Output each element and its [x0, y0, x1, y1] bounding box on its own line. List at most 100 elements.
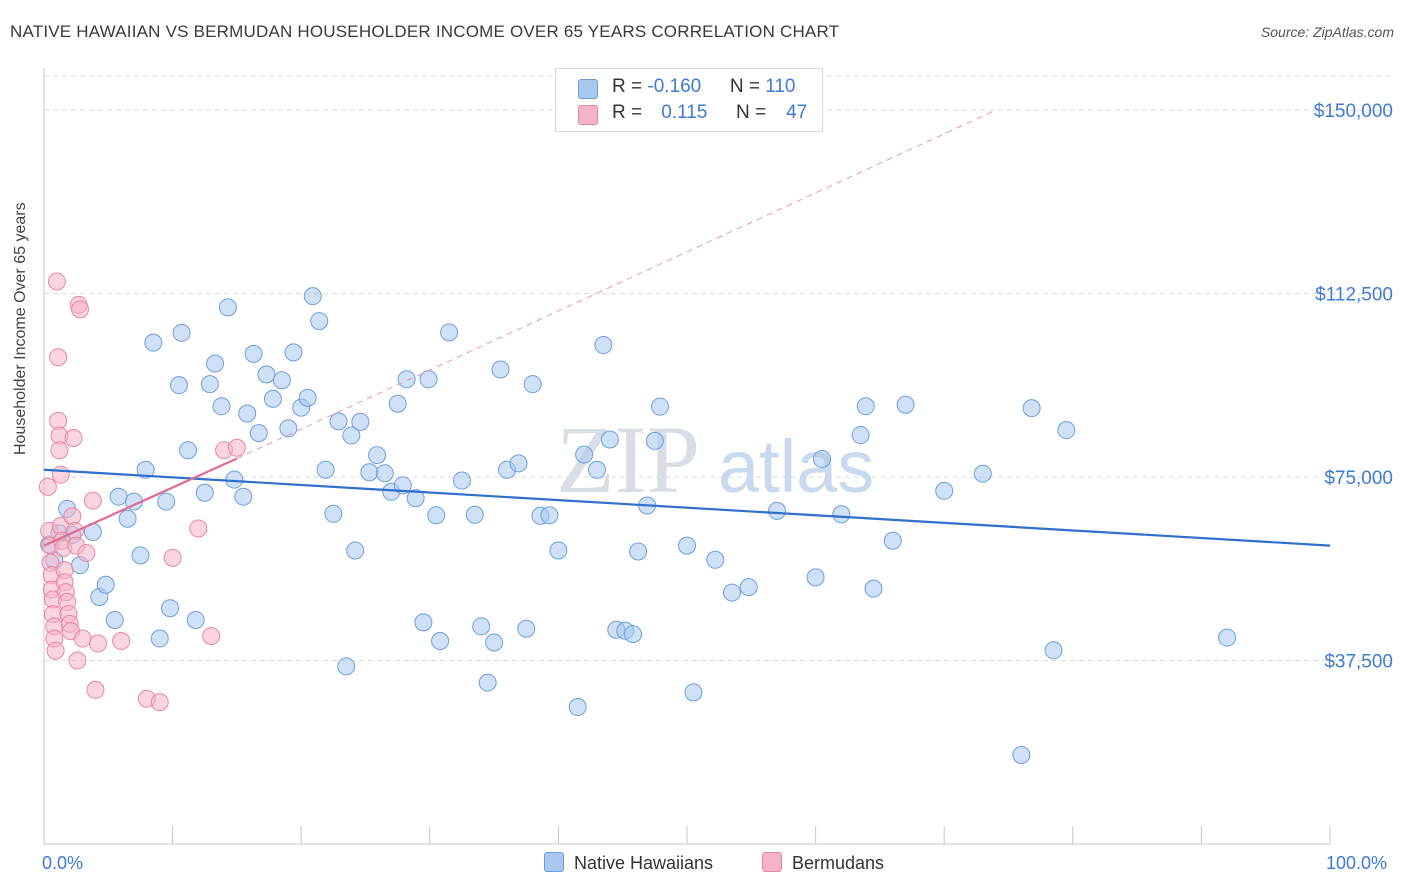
bottom-legend-native-hawaiians: Native Hawaiians [544, 852, 713, 874]
point-bermudans [63, 507, 82, 526]
point-native-hawaiians [1218, 628, 1237, 647]
point-native-hawaiians [623, 625, 642, 644]
point-native-hawaiians [303, 287, 322, 306]
point-native-hawaiians [150, 629, 169, 648]
x-tick-label-100: 100.0% [1326, 853, 1388, 873]
n-label: N = [735, 102, 772, 123]
point-native-hawaiians [157, 492, 176, 511]
correlation-legend: R = -0.160 N = 110 R = 0.115 N = 47 [555, 68, 823, 132]
point-native-hawaiians [645, 431, 664, 450]
y-tick-label: $150,000 [1314, 101, 1393, 122]
point-native-hawaiians [298, 388, 317, 407]
point-native-hawaiians [629, 542, 648, 561]
point-bermudans [77, 543, 96, 562]
y-tick-label: $75,000 [1324, 468, 1393, 489]
source-credit: Source: ZipAtlas.com [1260, 24, 1394, 40]
n-value: 47 [786, 102, 808, 123]
point-native-hawaiians [509, 454, 528, 473]
bottom-legend-bermudans: Bermudans [762, 852, 884, 874]
point-native-hawaiians [195, 483, 214, 502]
point-native-hawaiians [249, 424, 268, 443]
legend-label: Bermudans [792, 853, 885, 873]
point-native-hawaiians [360, 463, 379, 482]
point-bermudans [89, 634, 108, 653]
point-native-hawaiians [517, 619, 536, 638]
point-native-hawaiians [650, 397, 669, 416]
point-native-hawaiians [478, 673, 497, 692]
point-native-hawaiians [427, 506, 446, 525]
point-bermudans [112, 631, 131, 650]
y-tick-labels: $37,500 $75,000 $112,500 $150,000 [1314, 101, 1393, 672]
point-native-hawaiians [234, 487, 253, 506]
point-native-hawaiians [337, 657, 356, 676]
point-native-hawaiians [368, 446, 387, 465]
point-native-hawaiians [431, 631, 450, 650]
trend-line-bermudans [43, 457, 238, 547]
point-native-hawaiians [406, 489, 425, 508]
point-native-hawaiians [465, 505, 484, 524]
point-native-hawaiians [105, 610, 124, 629]
point-native-hawaiians [329, 412, 348, 431]
point-native-hawaiians [375, 464, 394, 483]
chart-title: NATIVE HAWAIIAN VS BERMUDAN HOUSEHOLDER … [10, 22, 840, 41]
point-native-hawaiians [316, 460, 335, 479]
point-native-hawaiians [813, 450, 832, 469]
point-bermudans [51, 465, 70, 484]
point-native-hawaiians [212, 397, 231, 416]
point-native-hawaiians [883, 531, 902, 550]
point-bermudans [71, 300, 90, 319]
point-native-hawaiians [568, 698, 587, 717]
point-native-hawaiians [109, 487, 128, 506]
trend-extension-bermudans [236, 109, 996, 459]
point-native-hawaiians [1012, 745, 1031, 764]
trend-lines [43, 109, 1331, 547]
point-native-hawaiians [218, 298, 237, 317]
point-native-hawaiians [549, 541, 568, 560]
point-native-hawaiians [118, 509, 137, 528]
point-bermudans [163, 548, 182, 567]
point-native-hawaiians [678, 536, 696, 555]
point-native-hawaiians [279, 419, 298, 438]
point-native-hawaiians [575, 445, 594, 464]
point-native-hawaiians [244, 344, 263, 363]
point-native-hawaiians [96, 575, 115, 594]
point-native-hawaiians [257, 365, 276, 384]
point-native-hawaiians [806, 568, 825, 587]
r-value: -0.160 [647, 76, 702, 97]
point-native-hawaiians [144, 333, 163, 352]
point-native-hawaiians [739, 578, 758, 597]
point-bermudans [50, 441, 69, 460]
data-points [38, 272, 1237, 764]
point-bermudans [83, 491, 102, 510]
grid-lines [44, 75, 1394, 662]
point-native-hawaiians [587, 460, 606, 479]
point-native-hawaiians [161, 599, 180, 618]
point-native-hawaiians [272, 371, 291, 390]
point-bermudans [64, 428, 83, 447]
point-native-hawaiians [472, 617, 491, 636]
axes [43, 68, 1331, 845]
point-native-hawaiians [864, 579, 883, 598]
point-native-hawaiians [346, 541, 365, 560]
point-native-hawaiians [600, 430, 619, 449]
point-native-hawaiians [310, 312, 329, 331]
legend-swatch-pink [578, 105, 598, 125]
point-native-hawaiians [419, 370, 438, 389]
point-native-hawaiians [706, 550, 725, 569]
point-native-hawaiians [832, 505, 851, 524]
r-label: R = [612, 76, 648, 97]
point-native-hawaiians [1022, 399, 1041, 418]
point-native-hawaiians [136, 460, 155, 479]
legend-swatch-pink [762, 852, 782, 872]
point-native-hawaiians [452, 471, 471, 490]
point-bermudans [68, 651, 87, 670]
point-native-hawaiians [179, 441, 198, 460]
point-native-hawaiians [186, 610, 205, 629]
x-tick-label-0: 0.0% [42, 853, 84, 873]
y-tick-label: $37,500 [1324, 652, 1393, 673]
point-native-hawaiians [973, 464, 992, 483]
watermark-atlas: atlas [718, 425, 874, 508]
point-native-hawaiians [768, 501, 787, 520]
point-native-hawaiians [896, 395, 915, 414]
point-native-hawaiians [284, 343, 303, 362]
